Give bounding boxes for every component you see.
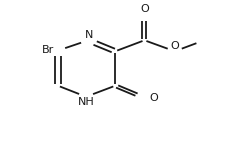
Text: O: O xyxy=(148,93,157,103)
Text: O: O xyxy=(170,41,178,51)
Text: Br: Br xyxy=(41,45,54,55)
Text: N: N xyxy=(85,30,93,40)
Text: O: O xyxy=(140,4,148,14)
Text: NH: NH xyxy=(77,97,94,107)
